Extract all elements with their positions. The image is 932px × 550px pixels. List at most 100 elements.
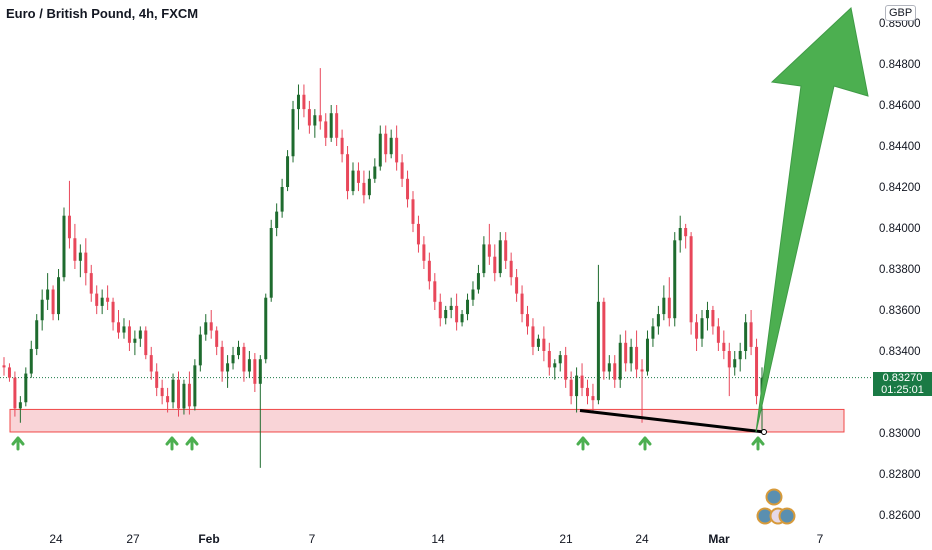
currency-label[interactable]: GBP [885, 5, 917, 21]
candle-body [449, 305, 453, 310]
x-tick-label: 24 [635, 532, 649, 546]
candle-body [547, 351, 551, 368]
candle-body [324, 121, 328, 138]
candle-body [504, 240, 508, 261]
candle-body [444, 310, 448, 319]
candle-body [378, 133, 382, 167]
candle-body [51, 289, 55, 315]
candle-body [258, 359, 262, 384]
y-tick-label: 0.85000 [879, 18, 921, 30]
candle-body [18, 402, 22, 409]
candle-body [722, 342, 726, 351]
candle-body [67, 215, 71, 239]
x-tick-label: 27 [126, 532, 140, 546]
candle-body [247, 359, 251, 372]
candle-body [662, 297, 666, 315]
candle-body [695, 322, 699, 339]
candle-body [138, 330, 142, 339]
candle-body [253, 359, 257, 384]
candle-body [727, 351, 731, 368]
candle-body [618, 342, 622, 380]
candle-body [302, 94, 306, 110]
candle-body [569, 379, 573, 397]
candle-body [122, 326, 126, 333]
candle-body [678, 228, 682, 241]
candle-body [416, 223, 420, 245]
candle-body [231, 355, 235, 364]
candle-body [182, 383, 186, 409]
x-tick-label: 24 [49, 532, 63, 546]
candle-body [438, 301, 442, 319]
candle-body [509, 260, 513, 278]
up-arrow-icon [11, 436, 25, 451]
candle-body [329, 113, 333, 138]
candle-body [73, 238, 77, 261]
news-events-icon[interactable] [756, 488, 796, 525]
candle-body [656, 314, 660, 327]
candle-body [487, 244, 491, 257]
x-tick-label: Mar [708, 532, 730, 546]
candle-body [684, 228, 688, 237]
candle-body [542, 338, 546, 351]
candle-body [689, 236, 693, 323]
candle-body [673, 240, 677, 319]
candle-body [624, 342, 628, 364]
candle-body [553, 363, 557, 368]
candle-body [209, 322, 213, 331]
candle-body [307, 109, 311, 126]
candle-body [318, 115, 322, 122]
trendline-end-handle[interactable] [761, 428, 767, 435]
bar-countdown: 01:25:01 [881, 383, 924, 396]
candle-body [422, 244, 426, 261]
support-trendline [579, 408, 765, 434]
candle-body [585, 387, 589, 397]
y-tick-label: 0.84400 [879, 141, 921, 153]
candle-body [596, 301, 600, 401]
candle-body [236, 346, 240, 356]
y-tick-label: 0.82600 [879, 510, 921, 522]
x-tick-label: 21 [559, 532, 573, 546]
up-arrow-icon [638, 436, 652, 451]
candle-body [515, 277, 519, 294]
candle-body [738, 351, 742, 360]
candle-body [362, 182, 366, 196]
current-price-badge: 0.83270 01:25:01 [873, 372, 932, 396]
candle-body [78, 252, 82, 261]
candle-body [84, 252, 88, 274]
current-price-value: 0.83270 [882, 372, 923, 384]
candle-body [667, 297, 671, 319]
candle-body [193, 365, 197, 407]
candle-body [144, 330, 148, 356]
candle-body [220, 346, 224, 372]
candle-body [286, 156, 290, 187]
candle-body [575, 375, 579, 397]
y-tick-label: 0.84800 [879, 59, 921, 71]
candle-body [531, 326, 535, 347]
x-tick-label: Feb [198, 532, 219, 546]
candle-body [367, 178, 371, 196]
support-zone [9, 408, 845, 433]
candle-body [373, 166, 377, 179]
up-arrow-icon [185, 436, 199, 451]
candle-body [198, 334, 202, 366]
candle-body [171, 379, 175, 403]
x-tick-label: 7 [309, 532, 316, 546]
candle-body [395, 137, 399, 163]
candle-body [89, 273, 93, 294]
candle-body [384, 133, 388, 155]
y-tick-label: 0.83000 [879, 428, 921, 440]
candle-body [95, 293, 99, 306]
candle-body [716, 326, 720, 343]
candle-body [335, 113, 339, 138]
candle-body [296, 94, 300, 110]
candle-body [280, 187, 284, 212]
candle-body [269, 228, 273, 298]
candle-body [29, 348, 33, 374]
candle-body [460, 314, 464, 323]
candle-body [351, 170, 355, 192]
candle-body [406, 178, 410, 200]
candle-body [471, 289, 475, 300]
candle-body [744, 322, 748, 351]
candle-body [35, 320, 39, 349]
